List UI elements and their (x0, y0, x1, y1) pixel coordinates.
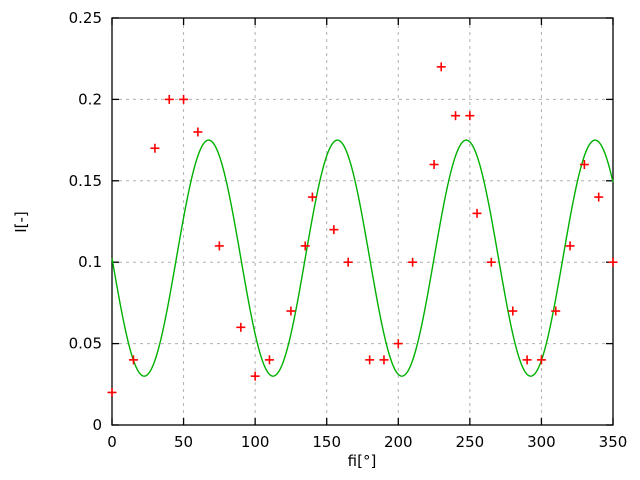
data-point-marker (343, 257, 353, 267)
data-point-marker (365, 355, 375, 365)
x-tick-label: 50 (174, 433, 193, 451)
y-tick-label: 0.2 (78, 90, 102, 108)
x-tick-label: 150 (312, 433, 341, 451)
data-point-marker (408, 257, 418, 267)
data-point-marker (551, 306, 561, 316)
x-tick-label: 350 (599, 433, 628, 451)
data-point-marker (286, 306, 296, 316)
data-point-marker (264, 355, 274, 365)
x-tick-label: 200 (384, 433, 413, 451)
data-point-marker (565, 241, 575, 251)
data-point-marker (451, 111, 461, 121)
y-axis-title: I[-] (12, 211, 30, 233)
y-tick-label: 0.05 (69, 335, 102, 353)
data-point-marker (150, 143, 160, 153)
data-point-marker (307, 192, 317, 202)
y-tick-label: 0 (92, 416, 102, 434)
x-tick-label: 0 (107, 433, 117, 451)
data-point-marker (214, 241, 224, 251)
data-point-marker (429, 160, 439, 170)
data-point-marker (379, 355, 389, 365)
data-point-marker (436, 62, 446, 72)
data-point-marker (107, 387, 117, 397)
data-point-marker (536, 355, 546, 365)
data-point-marker (522, 355, 532, 365)
data-point-marker (329, 225, 339, 235)
x-tick-label: 250 (456, 433, 485, 451)
data-point-marker (193, 127, 203, 137)
data-point-marker (128, 355, 138, 365)
data-point-marker (164, 94, 174, 104)
data-point-marker (250, 371, 260, 381)
data-point-marker (486, 257, 496, 267)
x-tick-label: 300 (527, 433, 556, 451)
data-point-marker (236, 322, 246, 332)
x-tick-label: 100 (241, 433, 270, 451)
x-axis-tick-labels: 0 50 100 150 200 250 300 350 (107, 433, 627, 451)
y-tick-label: 0.1 (78, 253, 102, 271)
data-point-marker (300, 241, 310, 251)
data-point-marker (393, 339, 403, 349)
data-point-marker (465, 111, 475, 121)
data-point-marker (508, 306, 518, 316)
data-point-marker (179, 94, 189, 104)
y-tick-label: 0.25 (69, 9, 102, 27)
data-point-marker (594, 192, 604, 202)
data-point-marker (579, 160, 589, 170)
data-point-marker (472, 208, 482, 218)
fit-curve-line (111, 139, 614, 377)
y-axis-tick-labels: 0 0.05 0.1 0.15 0.2 0.25 (69, 9, 102, 434)
plot-frame (111, 17, 614, 426)
data-point-marker (608, 257, 618, 267)
x-axis-title: fi[°] (348, 452, 377, 470)
y-tick-label: 0.15 (69, 172, 102, 190)
data-point-markers (107, 62, 618, 397)
